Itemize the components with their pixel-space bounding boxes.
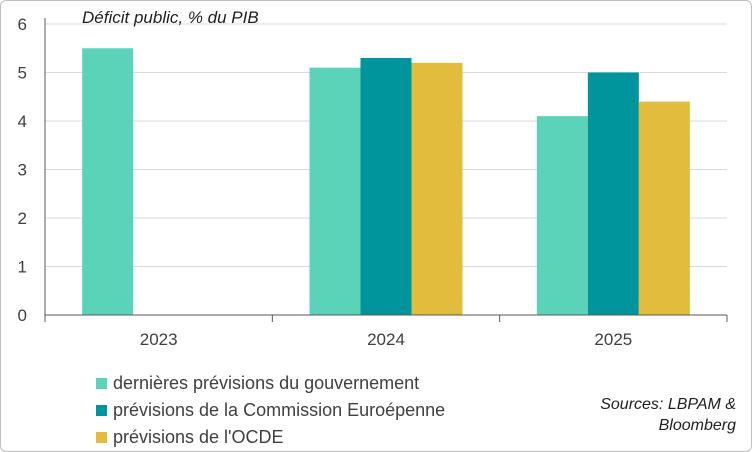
legend-swatch-ocde — [96, 432, 107, 443]
bar-2025-series-0 — [536, 116, 588, 316]
source-note: Sources: LBPAM & Bloomberg — [600, 394, 736, 436]
legend-label-government: dernières prévisions du gouvernement — [113, 373, 420, 393]
legend-swatch-government — [96, 378, 107, 389]
bars — [82, 48, 690, 316]
legend-item-commission: prévisions de la Commission Euroépenne — [96, 397, 445, 424]
y-tick-label-2: 2 — [18, 209, 27, 228]
source-line-2: Bloomberg — [658, 417, 736, 434]
chart-title: Déficit public, % du PIB — [82, 8, 259, 27]
bar-2024-series-2 — [411, 62, 463, 315]
y-tick-label-0: 0 — [18, 306, 27, 325]
legend-item-government: dernières prévisions du gouvernement — [96, 370, 445, 397]
legend-label-commission: prévisions de la Commission Euroépenne — [113, 400, 446, 420]
bar-2024-series-0 — [309, 67, 361, 316]
legend: dernières prévisions du gouvernement pré… — [96, 370, 445, 451]
y-tick-label-5: 5 — [18, 64, 27, 83]
x-tick-label-2025: 2025 — [594, 330, 632, 349]
legend-label-ocde: prévisions de l'OCDE — [113, 427, 284, 447]
bar-2025-series-1 — [587, 72, 639, 315]
bar-2025-series-2 — [638, 101, 690, 315]
y-tick-label-3: 3 — [18, 161, 27, 180]
x-tick-label-2023: 2023 — [140, 330, 178, 349]
bar-2024-series-1 — [360, 57, 412, 315]
bar-2023-series-0 — [82, 48, 134, 315]
y-tick-label-6: 6 — [18, 15, 27, 34]
y-tick-label-1: 1 — [18, 258, 27, 277]
legend-item-ocde: prévisions de l'OCDE — [96, 424, 445, 451]
source-line-1: Sources: LBPAM & — [600, 396, 736, 413]
x-tick-label-2024: 2024 — [367, 330, 405, 349]
axes: 0 1 2 3 4 5 6 2023 2024 2025 — [18, 15, 728, 349]
legend-swatch-commission — [96, 405, 107, 416]
y-tick-label-4: 4 — [18, 112, 27, 131]
